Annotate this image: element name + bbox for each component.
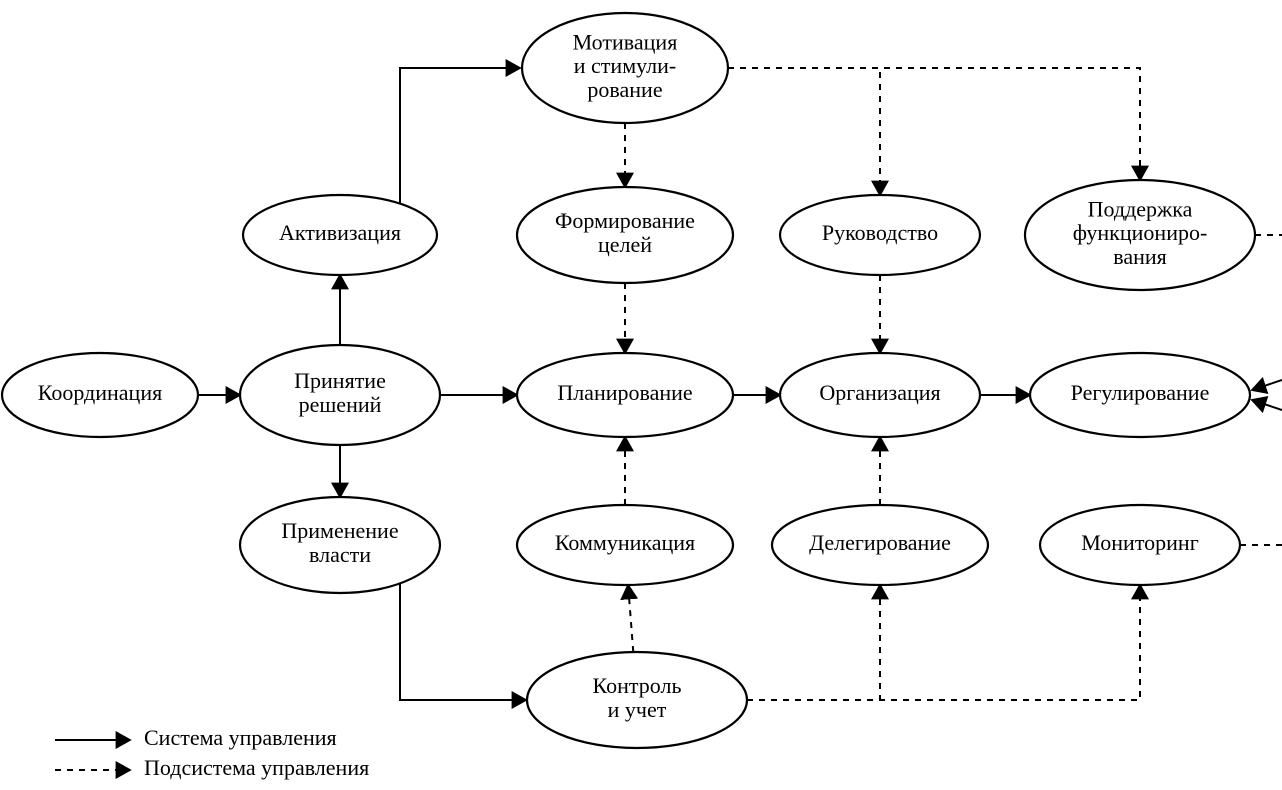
node-goals: Формированиецелей (517, 187, 733, 283)
node-label: Регулирование (1071, 380, 1210, 405)
node-support: Поддержкафункциониро-вания (1025, 180, 1255, 290)
node-organization: Организация (780, 353, 980, 437)
node-label: целей (598, 232, 652, 257)
node-label: Мотивация (573, 29, 678, 54)
node-label: Контроль (593, 673, 682, 698)
legend: Система управления Подсистема управления (55, 725, 369, 780)
node-label: и стимули- (574, 53, 676, 78)
node-motivation: Мотивацияи стимули-рование (522, 13, 728, 123)
node-label: Принятие (294, 368, 386, 393)
node-label: Делегирование (809, 530, 951, 555)
node-label: вания (1113, 244, 1167, 269)
node-leadership: Руководство (780, 195, 980, 275)
node-control: Контрольи учет (527, 652, 747, 748)
node-label: Коммуникация (555, 530, 695, 555)
node-regulation: Регулирование (1030, 353, 1250, 437)
node-planning: Планирование (517, 353, 733, 437)
node-label: Организация (819, 380, 940, 405)
node-label: Мониторинг (1081, 530, 1198, 555)
node-label: Поддержка (1088, 196, 1193, 221)
node-label: рование (587, 77, 662, 102)
node-label: Координация (38, 380, 162, 405)
legend-dashed-label: Подсистема управления (144, 755, 369, 780)
node-coordination: Координация (2, 353, 198, 437)
legend-solid-label: Система управления (144, 725, 337, 750)
node-label: Применение (281, 518, 398, 543)
node-power: Применениевласти (240, 497, 440, 593)
node-label: Руководство (822, 220, 938, 245)
node-delegation: Делегирование (772, 505, 988, 585)
nodes-layer: Координация Принятиерешений Активизация При… (2, 13, 1255, 748)
node-label: Формирование (555, 208, 695, 233)
management-functions-diagram: Координация Принятиерешений Активизация При… (0, 0, 1282, 790)
node-label: и учет (608, 697, 667, 722)
node-label: функциониро- (1073, 220, 1208, 245)
node-communication: Коммуникация (517, 505, 733, 585)
node-label: решений (299, 392, 382, 417)
node-label: власти (309, 542, 371, 567)
node-activation: Активизация (243, 195, 437, 275)
node-label: Планирование (557, 380, 692, 405)
node-monitoring: Мониторинг (1040, 505, 1240, 585)
node-decision: Принятиерешений (240, 345, 440, 445)
node-label: Активизация (279, 220, 401, 245)
